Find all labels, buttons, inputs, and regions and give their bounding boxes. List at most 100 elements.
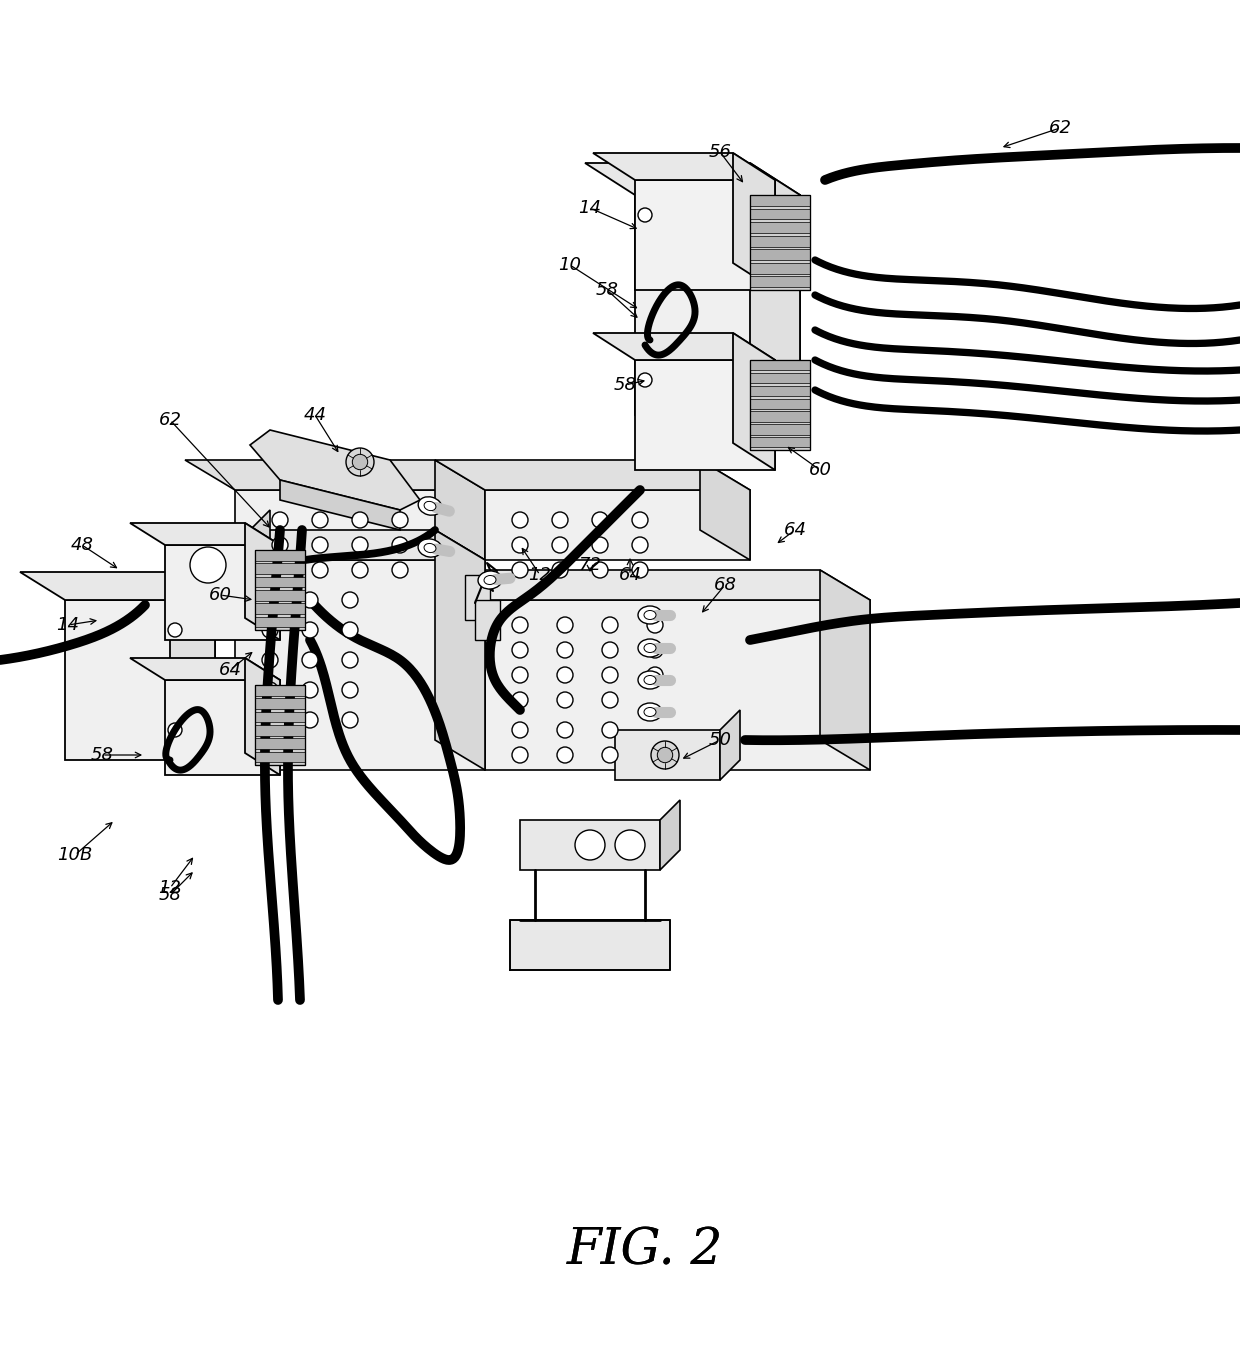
Polygon shape	[635, 360, 775, 470]
Polygon shape	[750, 249, 810, 260]
Polygon shape	[255, 725, 305, 736]
Polygon shape	[615, 731, 720, 780]
Circle shape	[342, 712, 358, 728]
Circle shape	[557, 692, 573, 708]
Circle shape	[312, 512, 329, 528]
Polygon shape	[215, 600, 236, 625]
Text: FIG. 2: FIG. 2	[567, 1227, 723, 1275]
Text: 64: 64	[784, 520, 806, 539]
Ellipse shape	[639, 704, 662, 721]
Circle shape	[190, 547, 226, 582]
Ellipse shape	[418, 539, 441, 557]
Circle shape	[647, 617, 663, 634]
Polygon shape	[255, 698, 305, 709]
Circle shape	[262, 592, 278, 608]
Polygon shape	[750, 236, 810, 247]
Polygon shape	[750, 399, 810, 408]
Polygon shape	[435, 570, 870, 600]
Polygon shape	[130, 523, 280, 545]
Polygon shape	[750, 195, 810, 206]
Text: 64: 64	[619, 566, 641, 584]
Circle shape	[647, 642, 663, 658]
Polygon shape	[750, 209, 810, 220]
Circle shape	[557, 667, 573, 683]
Text: 58: 58	[91, 745, 114, 764]
Polygon shape	[750, 437, 810, 448]
Polygon shape	[255, 550, 305, 630]
Text: 10B: 10B	[57, 847, 93, 864]
Circle shape	[272, 537, 288, 553]
Circle shape	[272, 512, 288, 528]
Text: 68: 68	[713, 576, 737, 594]
Polygon shape	[64, 600, 215, 760]
Circle shape	[651, 741, 680, 768]
Polygon shape	[750, 360, 810, 371]
Circle shape	[632, 562, 649, 578]
Polygon shape	[255, 712, 305, 723]
Ellipse shape	[424, 501, 436, 511]
Circle shape	[512, 667, 528, 683]
Circle shape	[392, 537, 408, 553]
Polygon shape	[593, 333, 775, 360]
Circle shape	[552, 512, 568, 528]
Text: 58: 58	[614, 376, 636, 394]
Text: 62: 62	[159, 411, 181, 429]
Circle shape	[342, 682, 358, 698]
Polygon shape	[250, 510, 270, 570]
Circle shape	[557, 747, 573, 763]
Polygon shape	[236, 559, 485, 770]
Circle shape	[591, 562, 608, 578]
Circle shape	[392, 512, 408, 528]
Polygon shape	[750, 163, 800, 415]
Ellipse shape	[477, 572, 502, 589]
Circle shape	[601, 642, 618, 658]
Circle shape	[392, 562, 408, 578]
Circle shape	[601, 747, 618, 763]
Text: FIG. 2: FIG. 2	[567, 1227, 723, 1275]
Circle shape	[591, 512, 608, 528]
Circle shape	[167, 723, 182, 737]
Circle shape	[557, 617, 573, 634]
Circle shape	[262, 652, 278, 669]
Ellipse shape	[644, 611, 656, 620]
Circle shape	[557, 723, 573, 737]
Circle shape	[342, 592, 358, 608]
Text: 60: 60	[808, 461, 832, 479]
Polygon shape	[435, 530, 485, 770]
Circle shape	[352, 512, 368, 528]
Circle shape	[346, 448, 374, 476]
Circle shape	[647, 667, 663, 683]
Polygon shape	[175, 530, 250, 620]
Circle shape	[312, 537, 329, 553]
Circle shape	[632, 537, 649, 553]
Text: 14: 14	[57, 616, 79, 634]
Circle shape	[303, 592, 317, 608]
Text: 48: 48	[71, 537, 93, 554]
Circle shape	[552, 537, 568, 553]
Circle shape	[632, 512, 649, 528]
Circle shape	[512, 562, 528, 578]
Polygon shape	[255, 616, 305, 627]
Polygon shape	[750, 276, 810, 287]
Text: 64: 64	[218, 661, 242, 679]
Polygon shape	[750, 222, 810, 233]
Ellipse shape	[644, 708, 656, 717]
Circle shape	[601, 692, 618, 708]
Circle shape	[512, 747, 528, 763]
Polygon shape	[520, 820, 660, 869]
Circle shape	[639, 208, 652, 222]
Polygon shape	[585, 163, 800, 195]
Text: 56: 56	[708, 143, 732, 160]
Ellipse shape	[644, 675, 656, 685]
Polygon shape	[255, 563, 305, 574]
Ellipse shape	[639, 607, 662, 624]
Circle shape	[312, 562, 329, 578]
Circle shape	[303, 712, 317, 728]
Circle shape	[512, 692, 528, 708]
Circle shape	[512, 537, 528, 553]
Polygon shape	[720, 710, 740, 780]
Polygon shape	[475, 600, 500, 640]
Circle shape	[303, 682, 317, 698]
Polygon shape	[255, 590, 305, 601]
Circle shape	[303, 652, 317, 669]
